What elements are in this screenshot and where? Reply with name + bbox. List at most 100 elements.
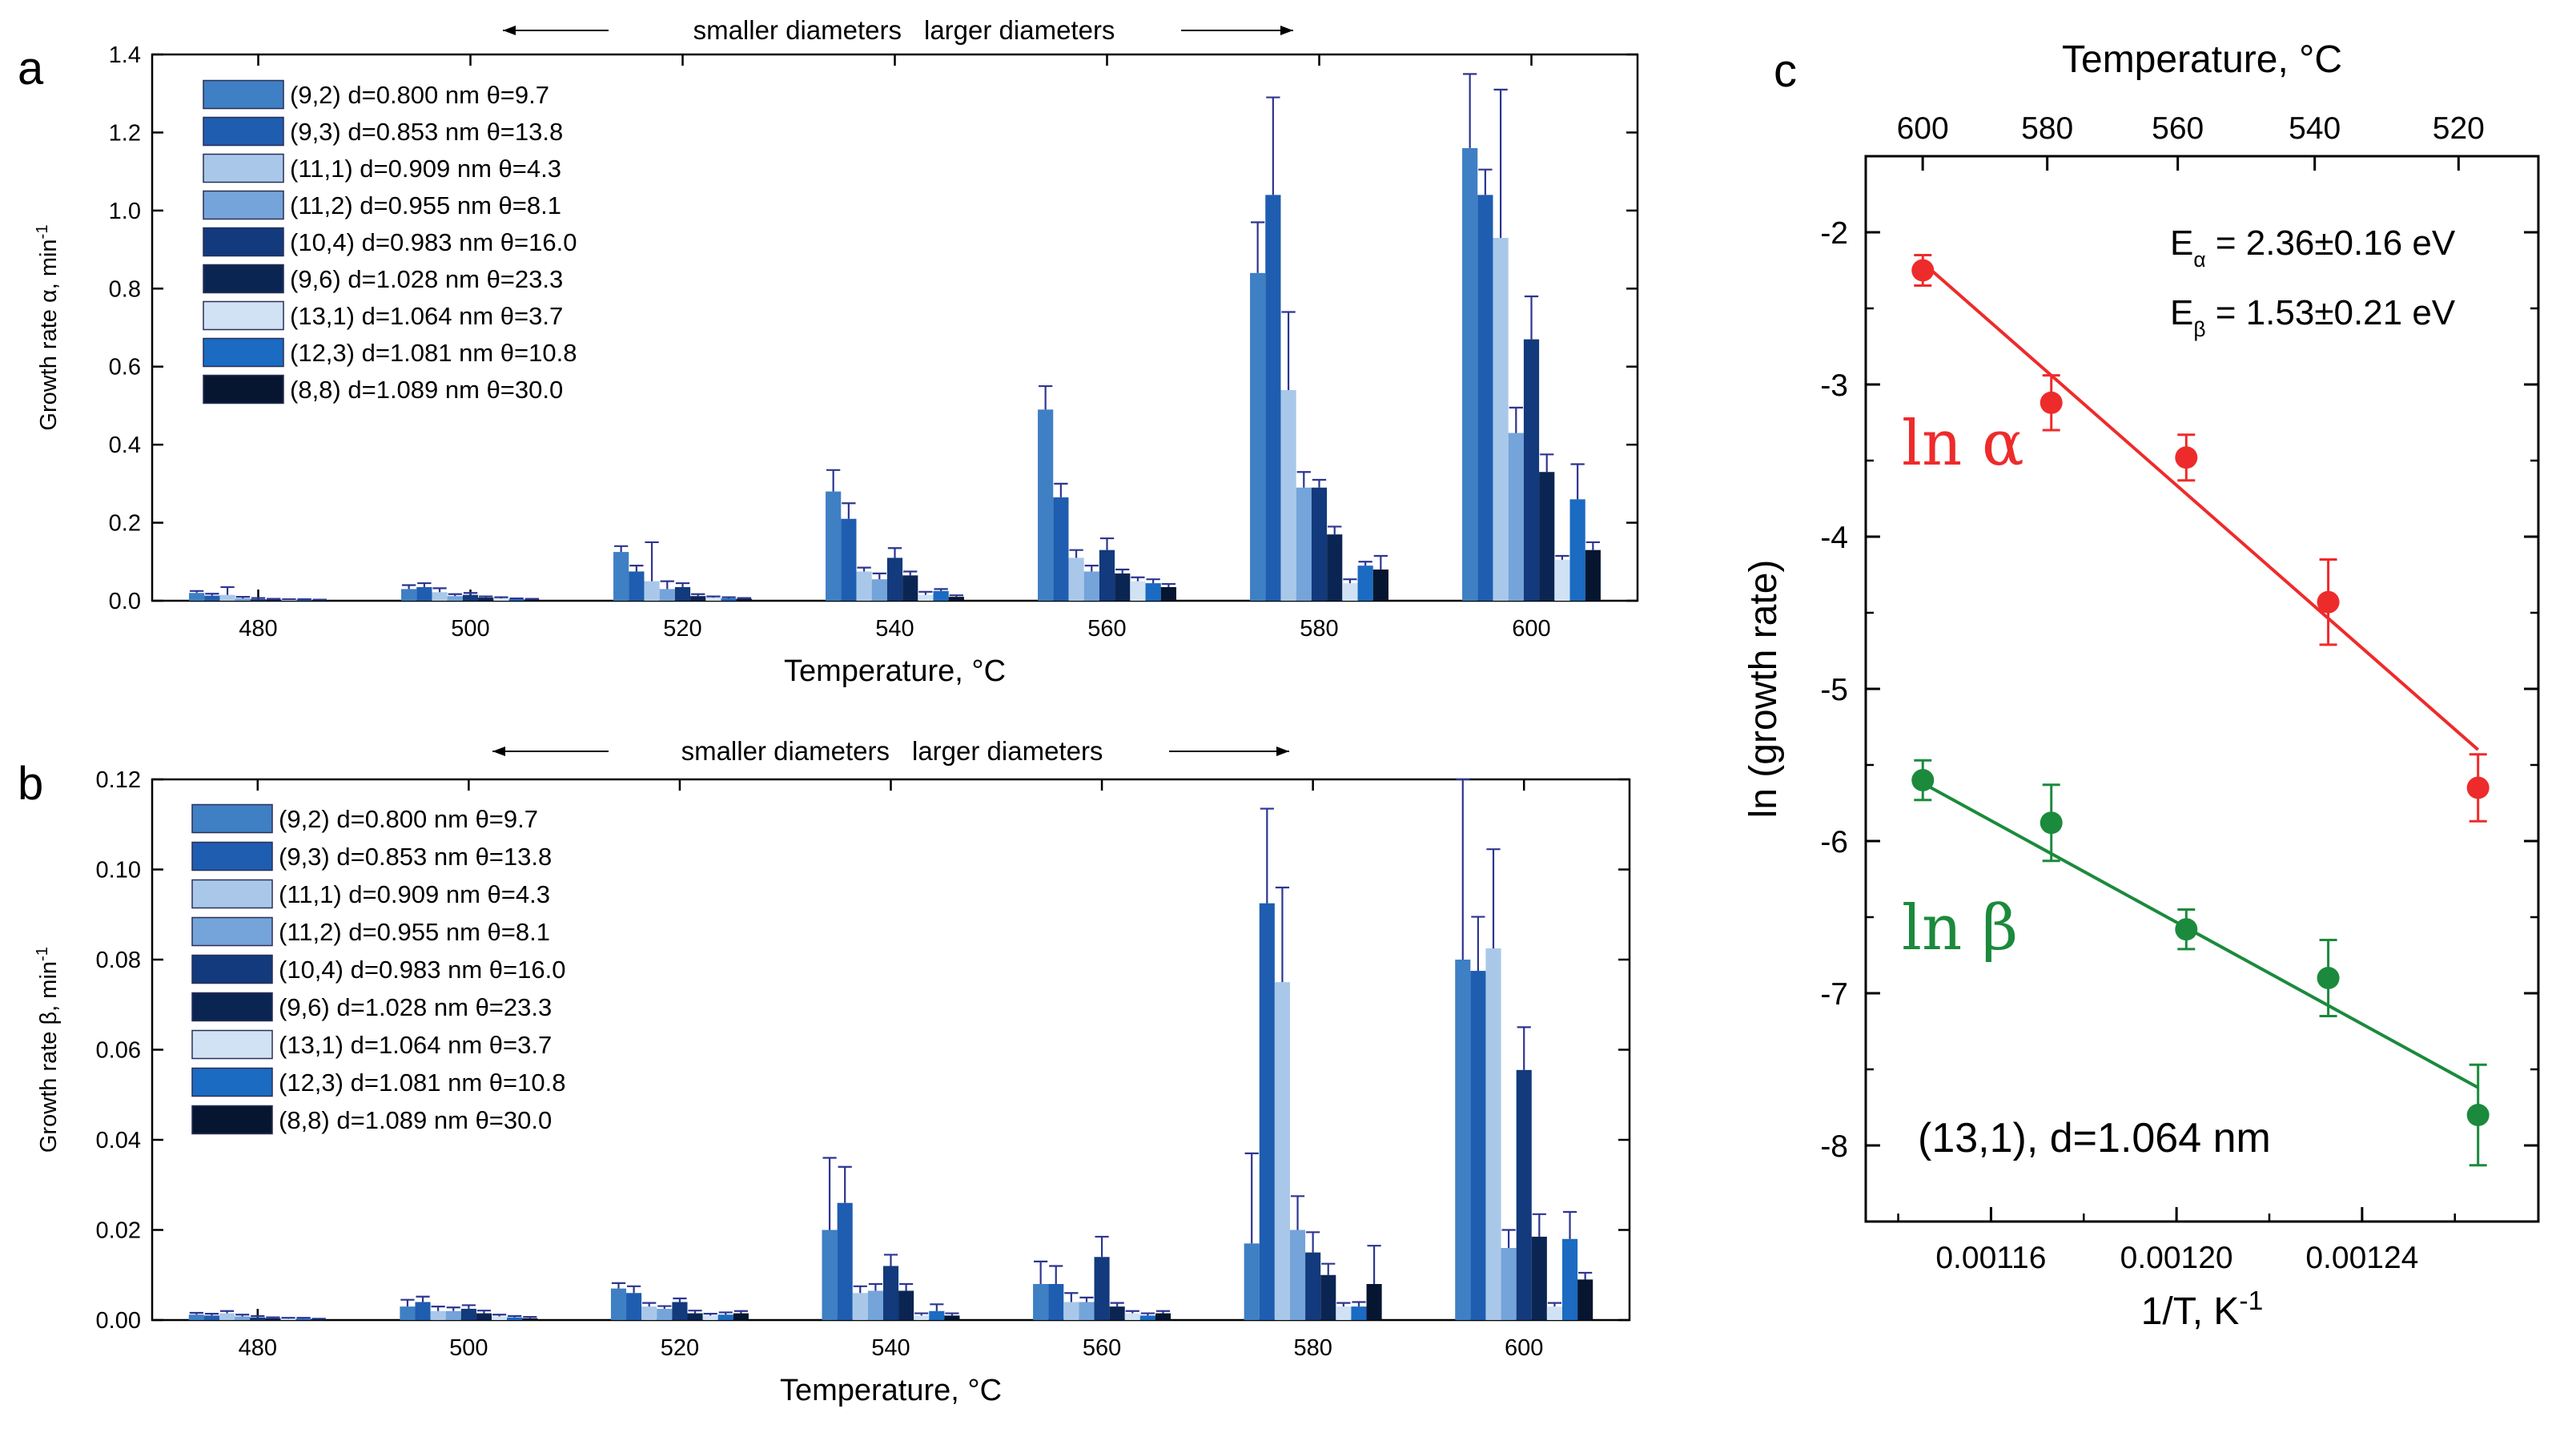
legend-label: (10,4) d=0.983 nm θ=16.0 [279, 956, 565, 984]
bar [1531, 1236, 1547, 1320]
y-tick-label: 0.6 [109, 355, 141, 380]
legend-swatch [191, 954, 273, 984]
bar [296, 600, 312, 601]
bar [1585, 549, 1601, 601]
bar [1305, 1252, 1321, 1320]
x-tick-label: 560 [1083, 1335, 1121, 1361]
bar [1311, 487, 1328, 601]
legend-label: (8,8) d=1.089 nm θ=30.0 [290, 376, 563, 404]
y-tick-label: 1.2 [109, 120, 141, 146]
bar [1053, 497, 1069, 601]
panel-c: c -2 -3 -4 -5 -6 -7 -8 0.00116 0.00120 0.00124 600 5… [1742, 38, 2540, 1333]
data-point [1911, 769, 1935, 791]
bar [1048, 1284, 1064, 1320]
data-point [2317, 967, 2340, 989]
bar [1577, 1279, 1593, 1320]
fit-line [1922, 782, 2479, 1089]
chirality-annotation: (13,1), d=1.064 nm [1918, 1115, 2271, 1161]
legend-label: (9,6) d=1.028 nm θ=23.3 [279, 993, 552, 1021]
top-tick-label: 540 [2289, 111, 2341, 146]
y-axis-label: Growth rate β, min-1 [34, 947, 62, 1153]
legend-swatch [203, 190, 284, 220]
legend-swatch [203, 79, 284, 110]
bar [478, 598, 494, 601]
energy-subscript: α [2193, 248, 2205, 272]
bar [736, 598, 752, 601]
x-tick-label: 600 [1505, 1335, 1543, 1361]
legend-label: (9,3) d=0.853 nm θ=13.8 [279, 843, 552, 871]
bar [852, 1293, 868, 1320]
legend-swatch [203, 153, 284, 183]
data-point [2317, 590, 2340, 614]
legend-label: (12,3) d=1.081 nm θ=10.8 [290, 339, 577, 367]
panel-a: 0.0 0.2 0.4 0.6 0.8 1.0 1.2 1.4 480 500 520 540 560 5… [18, 15, 1639, 688]
panel-letter-c: c [1774, 45, 1797, 97]
series-label-alpha: ln α [1902, 408, 2024, 480]
top-tick-label: 600 [1897, 111, 1949, 146]
panel-b: 0.00 0.02 0.04 0.06 0.08 0.10 0.12 480 500 520 540… [18, 736, 1631, 1407]
bar [886, 557, 903, 601]
legend-label: (13,1) d=1.064 nm θ=3.7 [290, 302, 563, 330]
bar [1130, 581, 1146, 601]
bar [871, 579, 887, 601]
bar [1357, 566, 1373, 601]
y-tick-label: 0.8 [109, 276, 141, 302]
bar [1554, 559, 1570, 601]
bar [1083, 571, 1099, 601]
bar [867, 1290, 883, 1320]
x-tick-label: 0.00116 [1935, 1241, 2046, 1275]
bar [1501, 1248, 1517, 1320]
activation-energy-alpha: Eα = 2.36±0.16 eV [2170, 223, 2456, 272]
bar [1523, 339, 1540, 601]
fit-line [1921, 261, 2480, 751]
legend-swatch [191, 1067, 273, 1097]
bar [882, 1266, 899, 1320]
x-tick-label: 560 [1087, 616, 1126, 642]
bar [281, 600, 297, 601]
x-tick-label: 0.00124 [2305, 1241, 2418, 1275]
bar [841, 518, 857, 601]
y-tick-label: -6 [1820, 825, 1848, 859]
legend-swatch [191, 803, 273, 834]
bar [1289, 1230, 1306, 1320]
bar [933, 590, 949, 601]
bar [493, 598, 509, 601]
bar [1124, 1313, 1140, 1320]
bar [1160, 586, 1176, 601]
legend-label: (8,8) d=1.089 nm θ=30.0 [279, 1106, 552, 1134]
x-tick-label: 580 [1293, 1335, 1332, 1361]
x-axis-label: Temperature, °C [784, 654, 1006, 688]
legend-label: (10,4) d=0.983 nm θ=16.0 [290, 228, 577, 256]
arrow-left-head [492, 747, 505, 756]
y-tick-label: -4 [1820, 521, 1848, 555]
y-tick-label: 0.04 [96, 1128, 141, 1153]
bar [1139, 1315, 1155, 1320]
bar [690, 596, 706, 601]
legend-label: (9,2) d=0.800 nm θ=9.7 [279, 805, 538, 833]
bar [918, 594, 934, 601]
bar [944, 1315, 960, 1320]
bar [1109, 1306, 1125, 1320]
bar [1462, 147, 1478, 601]
bar [250, 599, 267, 601]
bar [629, 571, 645, 601]
bar [1516, 1069, 1532, 1320]
bar [1455, 960, 1471, 1320]
y-tick-label: 0.00 [96, 1308, 141, 1334]
legend-swatch [203, 264, 284, 294]
y-tick-label: 0.10 [96, 858, 141, 884]
y-tick-label: 0.2 [109, 511, 141, 537]
series-label-beta: ln β [1902, 892, 2018, 964]
x-tick-label: 500 [451, 616, 489, 642]
legend-swatch [203, 300, 284, 331]
data-point [1911, 259, 1935, 282]
bar [476, 1313, 492, 1320]
y-tick-label: -2 [1820, 216, 1848, 251]
panel-letter-a: a [18, 42, 44, 95]
y-tick-label: -3 [1820, 368, 1848, 403]
top-axis-label: Temperature, °C [2062, 38, 2342, 81]
bar [902, 575, 918, 601]
bar [659, 589, 675, 601]
bar [898, 1290, 914, 1320]
